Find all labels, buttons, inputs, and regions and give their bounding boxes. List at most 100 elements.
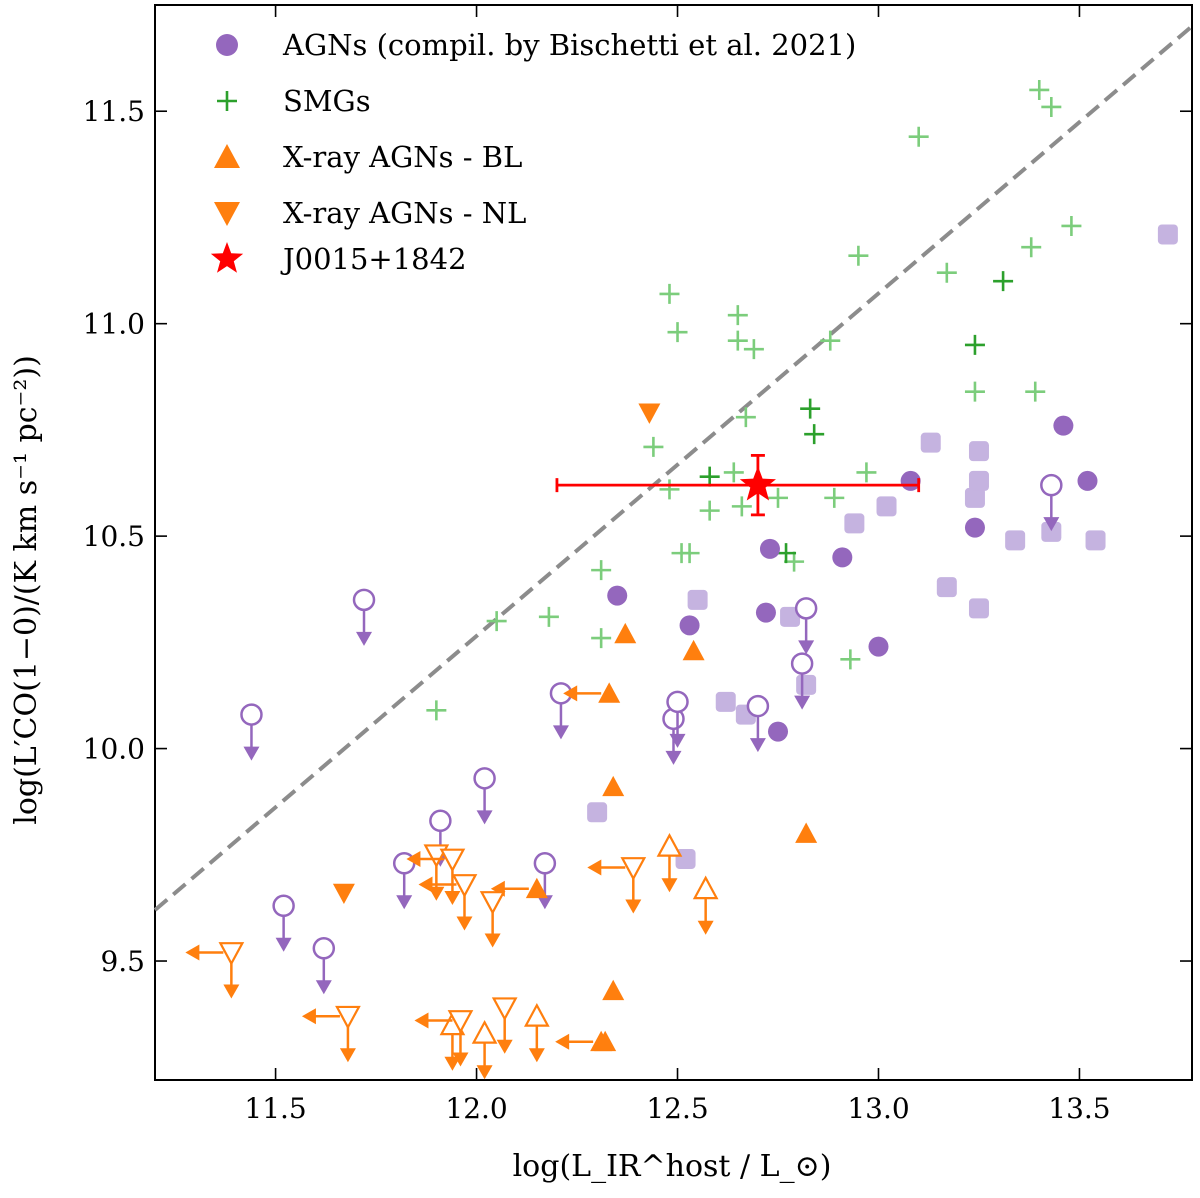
agn-upper-limit-point: [746, 694, 770, 718]
plot-area: 11.5 12.0 12.5 13.0 13.5 9.5 10.0 10.5 11.0 11.5: [83, 4, 1194, 1125]
smg-light-point: [1041, 96, 1062, 117]
xray-nl-upper-limit-arrow: [496, 1015, 513, 1054]
agn-upper-limit-point: [473, 767, 496, 790]
agn-upper-limit-arrow: [243, 722, 260, 761]
xray-nl-left-limit-arrow: [587, 859, 626, 876]
smg-point: [964, 334, 985, 355]
agn-upper-limit-arrow: [794, 671, 811, 710]
legend-plus-icon: [217, 91, 237, 111]
x-tick-label: 12.5: [646, 1092, 708, 1125]
legend-label: AGNs (compil. by Bischetti et al. 2021): [282, 28, 856, 62]
smg-light-point: [727, 305, 748, 326]
agn-point: [759, 538, 780, 559]
agn-upper-limit-arrow: [396, 871, 413, 910]
x-tick-label: 12.0: [445, 1092, 507, 1125]
agn-upper-limit-point: [533, 852, 557, 875]
agn-light-point: [968, 470, 989, 491]
agn-point: [768, 721, 789, 742]
xray-nl-upper-limit-arrow: [456, 892, 473, 931]
legend-label: X-ray AGNs - BL: [283, 140, 522, 174]
limit-arrow-head: [528, 1048, 545, 1063]
xray-bl-upper-limit-arrow: [528, 1024, 545, 1063]
agn-upper-limit-point: [794, 597, 818, 620]
limit-arrow-head: [456, 916, 473, 931]
agn-upper-limit-arrow: [275, 913, 292, 952]
smg-light-point: [856, 462, 877, 483]
smg-light-point: [768, 487, 789, 508]
smg-light-point: [731, 496, 752, 517]
smg-light-point: [848, 245, 869, 266]
limit-arrow-head: [476, 810, 493, 825]
limit-arrow-head: [587, 859, 602, 876]
smg-light-point: [659, 479, 680, 500]
xray-bl-upper-limit-arrow: [444, 1032, 461, 1071]
limit-arrow-head: [452, 1052, 469, 1067]
limit-arrow-head: [418, 876, 433, 893]
agn-light-point: [964, 487, 985, 508]
agn-upper-limit-arrow: [356, 607, 373, 646]
xray-nl-point: [638, 403, 661, 424]
agn-upper-limit-arrow: [476, 786, 493, 825]
agn-upper-limit-point: [352, 588, 376, 612]
agn-upper-limit-arrow: [665, 726, 682, 765]
agn-light-point: [715, 691, 736, 712]
limit-arrow-head: [396, 895, 413, 910]
agn-point: [1077, 470, 1098, 491]
xray-bl-point: [602, 979, 625, 1001]
legend-entry: J0015+1842: [210, 242, 467, 276]
xray-nl-upper-left-limit-point: [335, 1005, 361, 1030]
legend-label: J0015+1842: [280, 242, 467, 276]
agn-light-point: [936, 577, 957, 598]
agn-light-point: [920, 432, 941, 453]
smg-light-point: [1029, 79, 1050, 100]
smg-light-point: [679, 543, 700, 564]
xray-bl-point: [795, 822, 818, 843]
y-tick-label: 10.5: [83, 520, 145, 553]
limit-arrow-head: [798, 640, 815, 655]
agn-light-point: [1005, 530, 1026, 551]
xray-nl-upper-limit-arrow: [625, 875, 642, 914]
y-tick-label: 10.0: [83, 733, 145, 766]
smg-light-point: [727, 330, 748, 351]
xray-bl-left-limit-point: [525, 877, 548, 899]
agn-light-point: [968, 441, 989, 462]
smg-light-point: [735, 407, 756, 428]
limit-arrow-head: [275, 937, 292, 952]
smg-point: [993, 271, 1014, 292]
smg-light-point: [820, 330, 841, 351]
limit-arrow-head: [484, 933, 501, 948]
xray-bl-point: [602, 775, 625, 797]
agn-light-point: [796, 674, 817, 695]
xray-bl-upper-limit-arrow: [476, 1041, 493, 1080]
limit-arrow-head: [315, 980, 332, 995]
smg-light-point: [667, 322, 688, 343]
legend-triangle-up-icon: [214, 144, 240, 168]
agn-upper-limit-point: [312, 937, 336, 960]
xray-bl-upper-limit-point: [523, 1002, 550, 1027]
xray-nl-upper-left-limit-point: [447, 1010, 474, 1034]
agn-upper-limit-point: [666, 690, 689, 714]
smg-light-point: [784, 551, 805, 572]
xray-nl-point: [332, 883, 355, 905]
x-axis-label: log(L_IR^host / L_⊙): [513, 1149, 832, 1184]
agn-upper-limit-point: [790, 652, 814, 675]
agn-point: [607, 585, 628, 606]
xray-nl-upper-limit-point: [479, 891, 506, 915]
xray-bl-upper-limit-point: [656, 832, 683, 857]
xray-bl-point: [682, 639, 705, 661]
agn-light-point: [587, 802, 608, 823]
legend-triangle-down-icon: [214, 202, 240, 226]
smg-light-point: [538, 606, 559, 627]
xray-bl-left-limit-arrow: [555, 1033, 594, 1050]
limit-arrow-head: [794, 695, 811, 710]
smg-light-point: [486, 611, 507, 632]
xray-nl-upper-limit-arrow: [339, 1024, 356, 1063]
agn-light-point: [876, 496, 897, 517]
smg-point: [804, 424, 825, 445]
limit-arrow-head: [444, 891, 461, 906]
relation-dashed-line: [153, 24, 1194, 912]
xray-nl-upper-limit-arrow: [484, 909, 501, 948]
x-tick-label: 11.5: [244, 1092, 306, 1125]
agn-upper-limit-point: [392, 852, 416, 875]
